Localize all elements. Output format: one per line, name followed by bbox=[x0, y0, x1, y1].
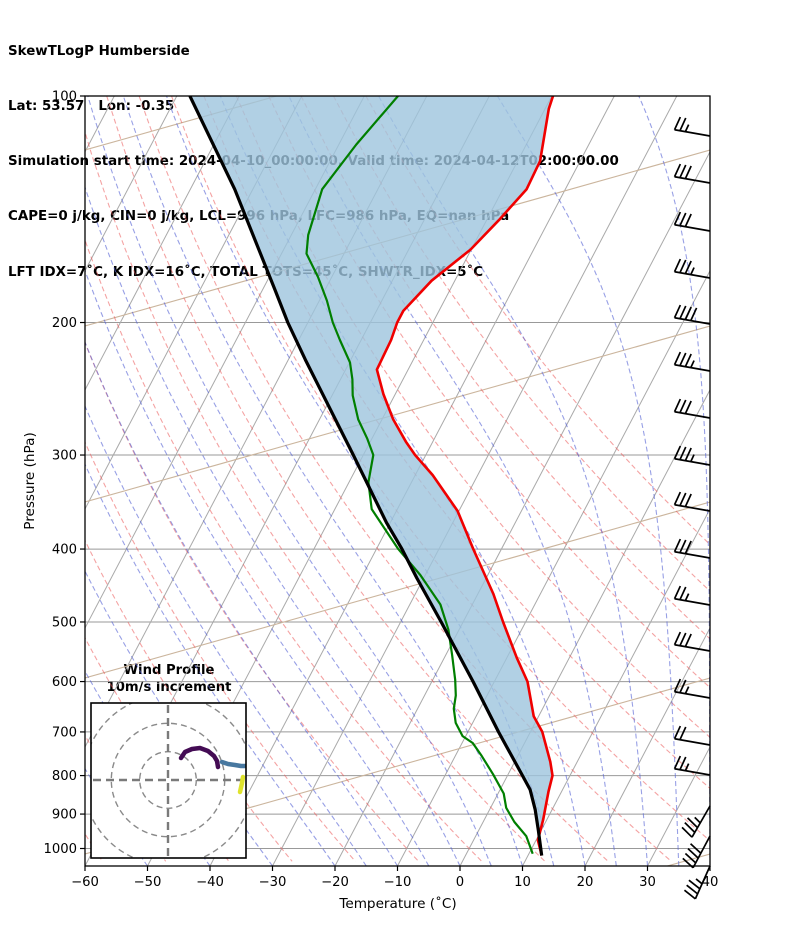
wind-barb bbox=[673, 725, 711, 746]
wind-barb bbox=[673, 585, 711, 606]
dry-adiabat bbox=[85, 440, 356, 862]
dry-adiabat bbox=[0, 96, 39, 861]
x-tick-label: 30 bbox=[639, 875, 656, 890]
moist-adiabat bbox=[85, 864, 86, 866]
moist-adiabat bbox=[288, 96, 617, 866]
dry-adiabat bbox=[138, 96, 672, 862]
isotherm-line bbox=[584, 626, 710, 866]
x-tick-label: 40 bbox=[702, 875, 719, 890]
aux-line bbox=[85, 325, 710, 503]
chart-title: SkewTLogP Humberside bbox=[8, 43, 190, 59]
y-tick-label: 500 bbox=[52, 615, 77, 630]
dry-adiabat bbox=[235, 96, 710, 739]
isotherm-line bbox=[709, 864, 710, 866]
isotherm-line bbox=[334, 150, 710, 866]
y-tick-label: 800 bbox=[52, 769, 77, 784]
isotherm-line bbox=[85, 96, 178, 272]
aux-line bbox=[85, 96, 279, 151]
moist-adiabat bbox=[85, 185, 461, 866]
dry-adiabat bbox=[85, 539, 293, 862]
wind-barb bbox=[673, 538, 711, 559]
wind-barb bbox=[681, 805, 711, 838]
wind-barb bbox=[673, 211, 711, 232]
hodograph-subtitle: 10m/s increment bbox=[106, 680, 232, 695]
y-tick-label: 400 bbox=[52, 543, 77, 558]
x-tick-label: −20 bbox=[321, 875, 349, 890]
x-tick-label: −50 bbox=[134, 875, 162, 890]
hodograph-trace-upper-level bbox=[237, 774, 246, 795]
y-tick-label: 100 bbox=[52, 90, 77, 105]
cape-shading bbox=[189, 96, 553, 856]
wind-barb bbox=[673, 631, 711, 652]
wind-barb bbox=[673, 304, 711, 325]
dry-adiabat bbox=[85, 238, 483, 862]
moist-adiabat bbox=[741, 96, 758, 866]
x-tick-label: 0 bbox=[456, 875, 464, 890]
x-tick-label: 20 bbox=[577, 875, 594, 890]
hodograph-border bbox=[90, 702, 247, 859]
isotherm-line bbox=[85, 96, 240, 391]
hodograph-inset bbox=[90, 702, 247, 859]
isotherm-line bbox=[647, 745, 710, 866]
x-tick-label: −10 bbox=[384, 875, 412, 890]
wind-barb bbox=[683, 865, 711, 900]
isotherm-line bbox=[85, 96, 303, 510]
hodograph-trace-low-level bbox=[178, 745, 221, 770]
x-tick-label: −60 bbox=[71, 875, 99, 890]
parcel-curve bbox=[188, 96, 544, 856]
wind-barb bbox=[673, 678, 711, 699]
isotherm-line bbox=[522, 507, 710, 866]
hodograph-trace-mid-level bbox=[219, 759, 246, 769]
aux-lines bbox=[85, 96, 710, 866]
dry-adiabat bbox=[300, 96, 710, 640]
axis-ticks bbox=[80, 95, 711, 871]
x-tick-label: −40 bbox=[196, 875, 224, 890]
wind-barb bbox=[673, 445, 711, 466]
wind-barb bbox=[673, 351, 711, 372]
y-tick-label: 1000 bbox=[43, 842, 77, 857]
wind-barb bbox=[673, 163, 711, 184]
x-axis-label: Temperature (˚C) bbox=[339, 896, 457, 912]
x-tick-label: 10 bbox=[514, 875, 531, 890]
wind-barb bbox=[682, 835, 711, 869]
wind-barb bbox=[673, 491, 711, 512]
y-tick-label: 600 bbox=[52, 675, 77, 690]
y-tick-label: 200 bbox=[52, 316, 77, 331]
wind-barb bbox=[673, 755, 711, 776]
wind-barbs bbox=[673, 116, 711, 900]
station-coords: Lat: 53.57 Lon: -0.35 bbox=[8, 99, 175, 115]
aux-line bbox=[85, 501, 710, 679]
y-tick-label: 300 bbox=[52, 449, 77, 464]
wind-barb bbox=[673, 116, 711, 137]
temperature-curve bbox=[375, 96, 555, 856]
moist-adiabat bbox=[85, 404, 367, 866]
wind-barb bbox=[673, 398, 711, 419]
dewpoint-curve bbox=[305, 96, 534, 855]
dry-adiabat bbox=[333, 96, 710, 592]
dry-adiabat bbox=[85, 130, 546, 862]
moist-adiabat bbox=[496, 96, 680, 866]
x-tick-label: −30 bbox=[259, 875, 287, 890]
tick-labels: −60 −50 −40 −30 −20 −10 0 10 20 30 40 100 200 300 400 5… bbox=[43, 90, 718, 891]
y-tick-label: 900 bbox=[52, 808, 77, 823]
dry-adiabat bbox=[170, 96, 710, 842]
dry-adiabat bbox=[106, 96, 609, 862]
moist-adiabat bbox=[85, 269, 430, 866]
moist-adiabat bbox=[85, 340, 398, 866]
y-tick-label: 700 bbox=[52, 725, 77, 740]
moist-adiabat bbox=[87, 96, 492, 866]
hodograph-title: Wind Profile bbox=[123, 663, 215, 678]
wind-barb bbox=[673, 258, 711, 279]
moist-adiabat bbox=[122, 96, 524, 866]
isotherm-line bbox=[272, 96, 678, 866]
dry-adiabat bbox=[85, 832, 103, 862]
